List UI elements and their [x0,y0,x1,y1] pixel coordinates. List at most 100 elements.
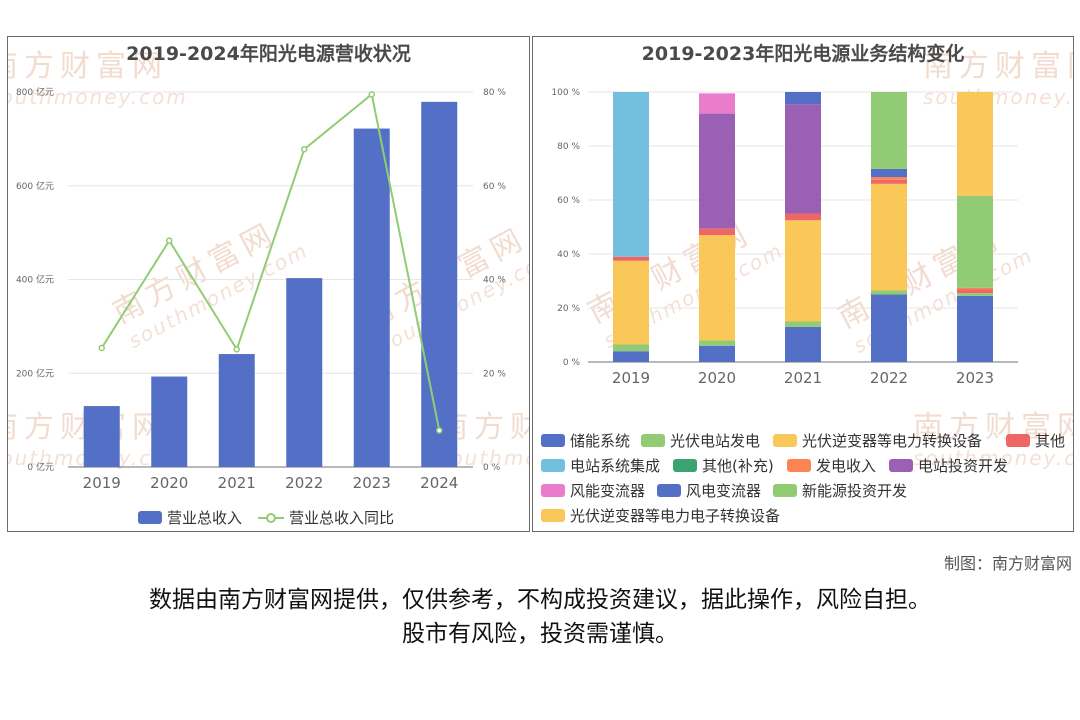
legend-label: 光伏逆变器等电力转换设备 [802,432,983,450]
legend-label: 其他 [1035,432,1066,450]
x-tick-label: 2023 [353,474,391,492]
bar-revenue [218,354,255,467]
stacked-bar-segment [871,294,907,362]
legend-swatch [541,459,565,472]
legend-item[interactable]: 电站系统集成 [541,455,660,476]
stacked-bar-segment [699,235,735,341]
disclaimer-line-1: 数据由南方财富网提供，仅供参考，不构成投资建议，据此操作，风险自担。 [149,587,931,613]
bar-revenue [421,101,458,467]
bar-revenue [151,376,188,467]
legend-swatch [657,484,681,497]
x-tick-label: 2024 [420,474,458,492]
stacked-bar-segment [785,220,821,322]
legend-item[interactable]: 光伏逆变器等电力电子转换设备 [541,505,780,526]
stacked-bar-segment [613,260,649,345]
legend-label: 电站投资开发 [918,457,1009,475]
legend-label: 发电收入 [816,457,877,475]
legend-item[interactable]: 风能变流器 [541,480,645,501]
y-tick-label-right: 40 % [483,276,506,286]
stacked-bar-segment [613,92,649,257]
stacked-bar-segment [871,179,907,184]
legend-label: 其他(补充) [702,457,774,475]
stacked-bar-segment [699,345,735,362]
stacked-bar-segment [957,295,993,362]
bar-revenue [353,128,390,467]
chart-credit: 制图：南方财富网 [943,554,1072,573]
legend-swatch [889,459,913,472]
point-revenue-yoy [233,346,240,353]
legend-label: 储能系统 [570,432,631,450]
stacked-bar-segment [957,293,993,296]
stacked-bar-segment [699,93,735,114]
legend-swatch [541,484,565,497]
legend-label: 风电变流器 [686,482,762,500]
legend-item[interactable]: 光伏逆变器等电力转换设备 [773,430,982,451]
legend-item[interactable]: 其他 [1006,430,1065,451]
y-tick-label-left: 0 亿元 [27,461,54,473]
y-tick-label-left: 200 亿元 [16,367,54,379]
legend-label: 电站系统集成 [570,457,661,475]
structure-chart-svg: 0 % 20 % 40 % 60 % 80 % 100 % 2019 2020 2021 2022… [551,88,1018,387]
y-tick-label: 40 % [557,250,580,260]
legend-item[interactable]: 电站投资开发 [889,455,1008,476]
point-revenue-yoy [436,427,443,434]
legend-label: 风能变流器 [570,482,646,500]
stacked-bar-segment [871,168,907,178]
legend-label: 光伏逆变器等电力电子转换设备 [570,507,781,525]
legend-item[interactable]: 营业总收入同比 [258,507,394,528]
legend-swatch [1006,434,1030,447]
point-revenue-yoy [368,91,375,98]
bar-revenue [83,406,120,467]
legend-swatch [541,434,565,447]
x-tick-label: 2021 [218,474,256,492]
legend-item[interactable]: 其他(补充) [673,455,774,476]
legend-item[interactable]: 风电变流器 [657,480,761,501]
legend-label: 营业总收入同比 [289,509,395,527]
stacked-bar-segment [699,340,735,346]
legend-swatch [258,512,284,523]
y-tick-label: 60 % [557,196,580,206]
y-tick-label-right: 0 % [483,463,501,473]
point-revenue-yoy [166,237,173,244]
x-tick-label: 2022 [870,369,908,387]
legend-label: 光伏电站发电 [670,432,761,450]
legend-item[interactable]: 储能系统 [541,430,630,451]
y-tick-label-left: 600 亿元 [16,180,54,192]
legend-swatch [541,509,565,522]
disclaimer-line-2: 股市有风险，投资需谨慎。 [402,621,678,647]
stacked-bar-segment [785,104,821,214]
x-tick-label: 2019 [83,474,121,492]
stacked-bar-segment [871,183,907,291]
legend-swatch [773,434,797,447]
y-tick-label: 80 % [557,142,580,152]
stacked-bar-segment [871,177,907,180]
y-tick-label-left: 800 亿元 [16,86,54,98]
revenue-chart-svg: 0 亿元 200 亿元 400 亿元 600 亿元 800 亿元 0 % 20 % 40 % 6… [16,86,506,492]
stacked-bar-segment [957,92,993,196]
x-tick-label: 2020 [698,369,736,387]
stacked-bar-segment [613,256,649,261]
chart-title: 2019-2023年阳光电源业务结构变化 [641,43,965,65]
legend-item[interactable]: 发电收入 [787,455,876,476]
stacked-bar-segment [957,195,993,288]
x-tick-label: 2023 [956,369,994,387]
legend-label: 新能源投资开发 [802,482,908,500]
stacked-bar-segment [699,228,735,236]
x-tick-label: 2020 [150,474,188,492]
point-revenue-yoy [301,145,308,153]
stacked-bar-segment [613,351,649,362]
legend-item[interactable]: 营业总收入 [138,507,242,528]
x-tick-label: 2019 [612,369,650,387]
stacked-bar-segment [785,92,821,105]
stacked-bar-segment [785,321,821,327]
y-tick-label-right: 60 % [483,182,506,192]
legend-swatch [673,459,697,472]
legend-item[interactable]: 光伏电站发电 [641,430,760,451]
legend-swatch [138,511,162,524]
stacked-bar-segment [785,213,821,221]
x-tick-label: 2021 [784,369,822,387]
legend-item[interactable]: 新能源投资开发 [773,480,907,501]
stacked-bar-segment [785,326,821,362]
